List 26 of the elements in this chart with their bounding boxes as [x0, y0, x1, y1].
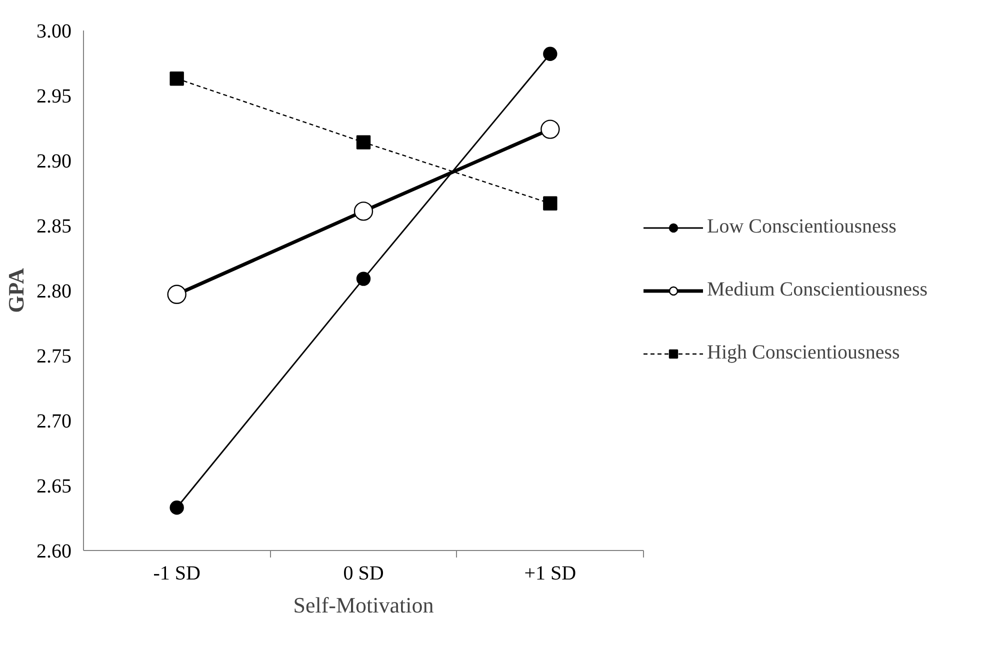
- x-axis-title: Self-Motivation: [293, 592, 434, 618]
- point: [354, 202, 374, 221]
- legend-label: Medium Conscientiousness: [707, 278, 928, 302]
- x-tick-label: -1 SD: [153, 562, 200, 584]
- y-tick-label: 2.85: [36, 216, 72, 238]
- y-tick-label: 2.75: [36, 346, 72, 368]
- y-tick-label: 2.65: [36, 476, 72, 498]
- legend-label: High Conscientiousness: [707, 342, 900, 364]
- y-tick-label: 3.00: [36, 20, 72, 42]
- x-tick-label: +1 SD: [524, 562, 576, 584]
- y-tick-label: 2.60: [36, 540, 72, 562]
- y-tick-label: 2.70: [36, 410, 72, 432]
- y-tick-label: 2.95: [36, 86, 72, 108]
- legend-label: Low Conscientiousness: [707, 216, 896, 238]
- point: [170, 72, 184, 86]
- point: [356, 272, 371, 286]
- y-axis-title: GPA: [4, 268, 28, 313]
- point: [543, 46, 558, 61]
- point: [540, 120, 560, 139]
- point: [543, 196, 558, 210]
- point: [167, 284, 186, 304]
- y-tick-label: 2.80: [36, 280, 72, 302]
- y-tick-label: 2.90: [36, 150, 72, 172]
- x-tick-label: 0 SD: [343, 562, 384, 584]
- point: [356, 135, 371, 150]
- point: [170, 500, 184, 515]
